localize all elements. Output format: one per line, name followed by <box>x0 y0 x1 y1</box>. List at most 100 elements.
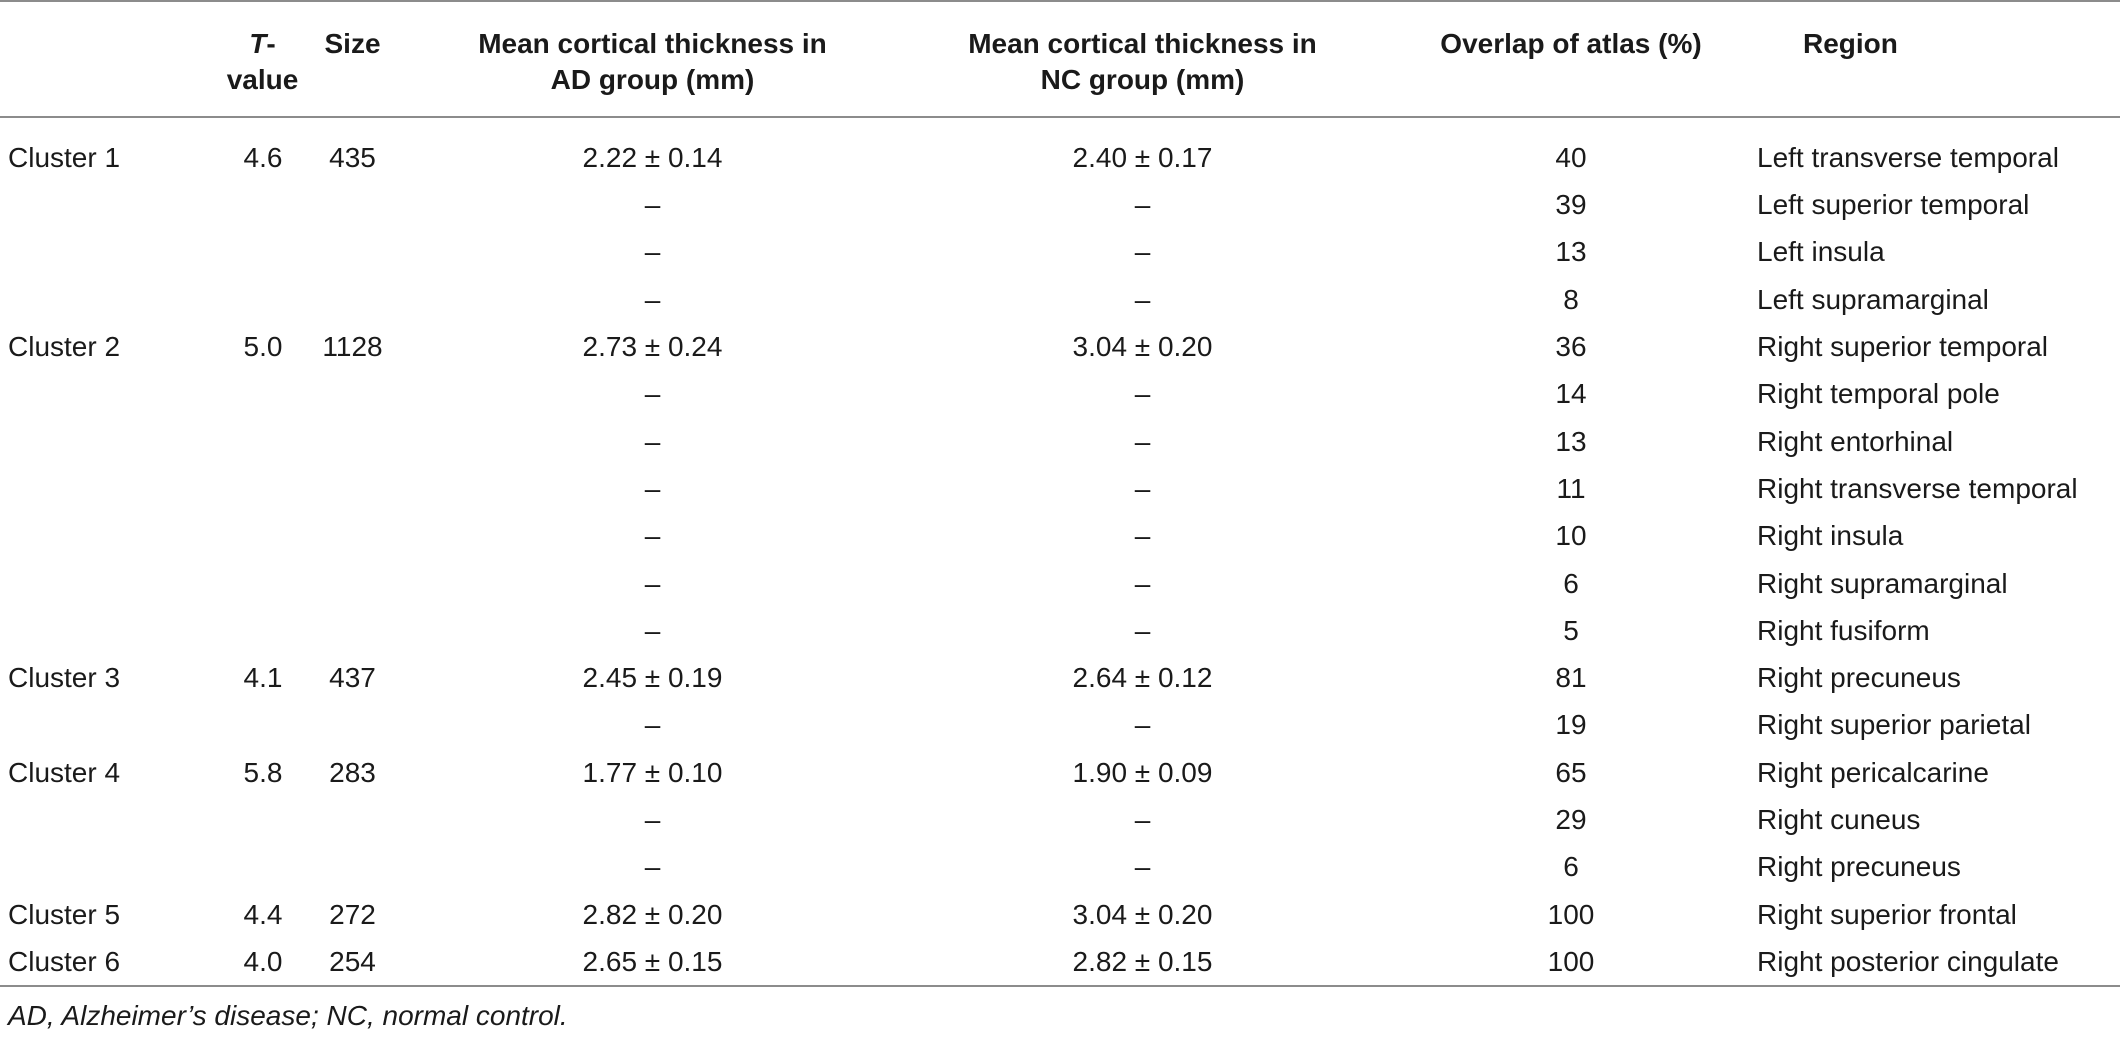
cell-overlap: 14 <box>1555 378 1587 410</box>
cell-cluster <box>0 559 192 606</box>
header-nc-mean: Mean cortical thickness in NC group (mm) <box>900 0 1385 118</box>
cell-size <box>300 276 405 323</box>
table-row: – – 6 Right supramarginal <box>0 559 2120 606</box>
cell-overlap: 29 <box>1555 804 1587 835</box>
cell-cluster: Cluster 2 <box>8 331 121 363</box>
cell-size <box>300 181 405 228</box>
cell-region: Right pericalcarine <box>1757 756 1989 788</box>
cell-cluster <box>0 512 192 559</box>
table-row: – – 11 Right transverse temporal <box>0 465 2120 512</box>
cell-nc-mean: – <box>1134 804 1151 835</box>
cell-nc-mean: – <box>1134 709 1151 741</box>
cell-t-value: 5.8 <box>243 756 283 788</box>
cell-size <box>300 843 405 890</box>
cell-ad-mean: – <box>644 189 661 221</box>
cell-ad-mean: – <box>644 709 661 741</box>
cell-t-value <box>192 417 300 464</box>
cell-t-value: 4.4 <box>243 898 283 930</box>
header-t-value-rest: -value <box>226 28 299 95</box>
cell-t-value <box>192 465 300 512</box>
table-body: Cluster 1 4.6 435 2.22 ± 0.14 2.40 ± 0.17 40 L… <box>0 117 2120 987</box>
table-row: – – 29 Right cuneus <box>0 796 2120 843</box>
cell-t-value: 4.1 <box>243 662 283 694</box>
cell-ad-mean: 1.77 ± 0.10 <box>582 756 723 788</box>
cell-t-value: 4.0 <box>192 937 300 987</box>
cell-ad-mean: 2.65 ± 0.15 <box>405 937 900 987</box>
cell-cluster <box>0 843 192 890</box>
cell-size: 1128 <box>322 331 383 363</box>
cell-overlap: 39 <box>1555 189 1587 221</box>
cell-nc-mean: – <box>1134 189 1151 221</box>
table-row: – – 14 Right temporal pole <box>0 370 2120 417</box>
cell-nc-mean: – <box>1134 851 1151 883</box>
table-footnote: AD, Alzheimer’s disease; NC, normal cont… <box>8 1000 568 1031</box>
table-header: T-value Size Mean cortical thickness in A… <box>0 0 2120 118</box>
header-t-value: T-value <box>192 0 300 118</box>
cell-region: Right superior temporal <box>1757 331 2049 363</box>
table-row: – – 19 Right superior parietal <box>0 701 2120 748</box>
cell-size: 437 <box>329 662 376 694</box>
cell-cluster <box>0 181 192 228</box>
cell-cluster <box>0 228 192 275</box>
cell-overlap: 100 <box>1547 898 1595 930</box>
cell-nc-mean: – <box>1134 236 1151 268</box>
cell-region: Right supramarginal <box>1757 567 2008 599</box>
table-row: Cluster 5 4.4 272 2.82 ± 0.20 3.04 ± 0.20 100… <box>0 890 2120 937</box>
cell-size <box>300 512 405 559</box>
cell-region: Left supramarginal <box>1757 283 1989 315</box>
cell-size <box>300 701 405 748</box>
cell-cluster: Cluster 6 <box>0 937 192 987</box>
cell-size: 435 <box>329 142 376 173</box>
header-region: Region <box>1757 0 2120 118</box>
header-size: Size <box>300 0 405 118</box>
cell-nc-mean: 1.90 ± 0.09 <box>1072 756 1213 788</box>
cell-cluster <box>0 465 192 512</box>
cell-region: Right superior parietal <box>1757 709 2031 741</box>
cell-ad-mean: – <box>644 425 661 457</box>
cell-region: Right superior frontal <box>1757 898 2017 930</box>
cell-ad-mean: – <box>644 283 661 315</box>
cell-region: Right precuneus <box>1757 851 1961 883</box>
cell-size <box>300 417 405 464</box>
cell-nc-mean: – <box>1134 520 1151 552</box>
table-row: Cluster 6 4.0 254 2.65 ± 0.15 2.82 ± 0.15 100… <box>0 937 2120 987</box>
cell-t-value <box>192 559 300 606</box>
cell-region: Left superior temporal <box>1757 189 2030 221</box>
cell-t-value <box>192 512 300 559</box>
cell-cluster <box>0 276 192 323</box>
cell-size <box>300 796 405 843</box>
table-row: Cluster 3 4.1 437 2.45 ± 0.19 2.64 ± 0.12 81 R… <box>0 654 2120 701</box>
cell-cluster <box>0 701 192 748</box>
cell-ad-mean: – <box>644 236 661 268</box>
cell-overlap: 10 <box>1555 520 1587 552</box>
cell-nc-mean: 2.40 ± 0.17 <box>1072 142 1213 173</box>
cell-size: 254 <box>300 937 405 987</box>
header-cluster <box>0 0 192 118</box>
table-row: Cluster 1 4.6 435 2.22 ± 0.14 2.40 ± 0.17 40 L… <box>0 117 2120 181</box>
header-row: T-value Size Mean cortical thickness in A… <box>0 0 2120 118</box>
cell-cluster <box>0 796 192 843</box>
cell-overlap: 13 <box>1555 425 1587 457</box>
cell-overlap: 81 <box>1555 662 1587 694</box>
cell-region: Left transverse temporal <box>1757 142 2059 173</box>
cell-overlap: 40 <box>1555 142 1587 173</box>
header-nc-mean-line2: NC group (mm) <box>1040 64 1245 95</box>
cell-ad-mean: – <box>644 614 661 646</box>
cell-nc-mean: – <box>1134 614 1151 646</box>
cell-size: 283 <box>329 756 376 788</box>
cell-t-value <box>192 228 300 275</box>
header-t-value-italic: T <box>249 28 267 59</box>
cell-t-value <box>192 276 300 323</box>
header-overlap: Overlap of atlas (%) <box>1385 0 1757 118</box>
cell-ad-mean: – <box>644 567 661 599</box>
cell-ad-mean: 2.73 ± 0.24 <box>582 331 723 363</box>
cell-ad-mean: – <box>644 472 661 504</box>
cell-t-value <box>192 370 300 417</box>
cell-nc-mean: – <box>1134 472 1151 504</box>
cell-t-value <box>192 843 300 890</box>
cell-t-value <box>192 701 300 748</box>
cell-size <box>300 228 405 275</box>
cell-size <box>300 465 405 512</box>
cell-t-value <box>192 796 300 843</box>
cell-ad-mean: – <box>644 378 661 410</box>
